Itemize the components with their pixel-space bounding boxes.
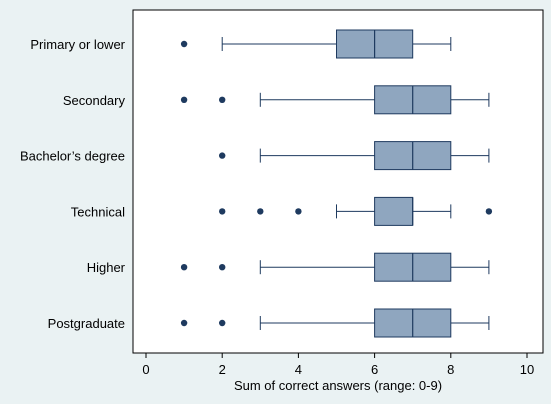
plot-area — [132, 9, 544, 354]
x-tick-label: 4 — [295, 362, 302, 377]
box-group: Higher — [87, 252, 490, 282]
box-group: Postgraduate — [48, 308, 490, 338]
box-group: Bachelor’s degree — [20, 141, 490, 171]
outlier-point — [219, 152, 226, 159]
outlier-point — [180, 40, 188, 48]
category-label: Technical — [71, 204, 125, 219]
category-label: Bachelor’s degree — [20, 149, 125, 164]
outlier-point — [180, 264, 188, 271]
x-tick-label: 0 — [142, 362, 149, 377]
outlier-point — [219, 208, 226, 215]
outlier-point — [219, 264, 226, 271]
box-group: Technical — [71, 196, 493, 226]
outlier-point — [219, 319, 226, 327]
x-tick-label: 8 — [447, 362, 454, 377]
box-group: Primary or lower — [30, 29, 452, 59]
x-axis-label: Sum of correct answers (range: 0-9) — [234, 378, 442, 393]
category-label: Postgraduate — [48, 316, 125, 331]
x-tick-label: 10 — [520, 362, 534, 377]
category-label: Primary or lower — [30, 37, 125, 52]
category-label: Secondary — [63, 93, 126, 108]
outlier-point — [219, 96, 226, 104]
outlier-point — [295, 208, 302, 215]
category-label: Higher — [87, 260, 126, 275]
x-tick-label: 2 — [219, 362, 226, 377]
outlier-point — [180, 319, 188, 327]
outlier-point — [257, 208, 264, 215]
iqr-box — [374, 196, 414, 226]
x-tick-label: 6 — [371, 362, 378, 377]
box-group: Secondary — [63, 85, 490, 115]
outlier-point — [180, 96, 188, 104]
outlier-point — [485, 208, 493, 215]
